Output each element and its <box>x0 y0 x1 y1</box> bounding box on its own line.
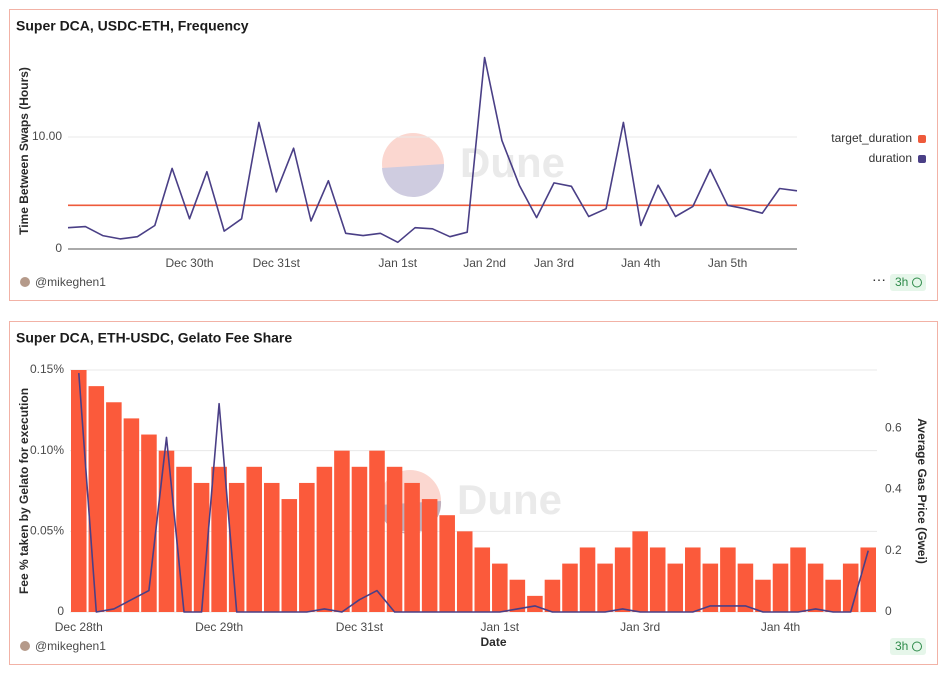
menu-icon[interactable]: ⋯ <box>872 272 886 288</box>
watermark: Dune <box>382 133 565 198</box>
bar <box>597 563 613 612</box>
y-tick-label: 0 <box>55 241 62 255</box>
line-series <box>67 56 798 244</box>
bar <box>527 595 543 612</box>
bar <box>825 579 841 612</box>
y2-tick-label: 0.2 <box>885 543 902 557</box>
age: 3h <box>895 639 908 653</box>
x-tick-label: Dec 29th <box>195 620 243 634</box>
bar <box>299 482 315 612</box>
x-tick-label: Jan 3rd <box>620 620 660 634</box>
watermark-text: Dune <box>460 139 565 186</box>
y-tick-label: 10.00 <box>32 129 62 143</box>
bar <box>193 482 210 612</box>
x-tick-label: Jan 3rd <box>534 256 574 270</box>
chart-title: Super DCA, USDC-ETH, Frequency <box>16 18 249 34</box>
bar <box>263 482 280 612</box>
x-tick-label: Dec 28th <box>55 620 103 634</box>
x-tick-label: Jan 1st <box>480 620 519 634</box>
bar <box>456 531 473 612</box>
y2-tick-label: 0.4 <box>885 482 902 496</box>
author[interactable]: @mikeghen1 <box>35 275 106 289</box>
bar <box>369 450 385 612</box>
bar <box>176 466 192 612</box>
bar <box>860 547 876 612</box>
bar <box>141 434 157 612</box>
y-tick-label: 0 <box>57 604 64 618</box>
x-tick-label: Jan 4th <box>621 256 660 270</box>
bar <box>492 563 508 612</box>
legend-swatch <box>918 135 926 143</box>
bar <box>246 466 262 612</box>
chart-title: Super DCA, ETH-USDC, Gelato Fee Share <box>16 330 292 346</box>
bar <box>123 418 140 612</box>
bar <box>632 531 648 612</box>
bar <box>579 547 596 612</box>
y2-tick-label: 0.6 <box>885 420 902 434</box>
line-series <box>78 373 869 613</box>
x-axis-label: Date <box>480 635 506 649</box>
bar <box>720 547 736 612</box>
bar <box>807 563 824 612</box>
y-tick-label: 0.15% <box>30 362 64 376</box>
bar <box>685 547 701 612</box>
bar <box>316 466 333 612</box>
avatar <box>20 641 30 651</box>
bar <box>421 499 438 612</box>
y-axis-label: Fee % taken by Gelato for execution <box>17 388 31 594</box>
bar <box>211 466 227 612</box>
bar <box>562 563 578 612</box>
bar <box>702 563 719 612</box>
author[interactable]: @mikeghen1 <box>35 639 106 653</box>
x-tick-label: Jan 1st <box>378 256 417 270</box>
bar <box>737 563 754 612</box>
bar <box>667 563 684 612</box>
x-tick-label: Dec 30th <box>165 256 213 270</box>
bar <box>228 482 245 612</box>
bar <box>404 482 420 612</box>
card <box>9 9 938 301</box>
bar <box>790 547 806 612</box>
legend-swatch <box>918 155 926 163</box>
bar <box>509 579 526 612</box>
bar <box>386 466 403 612</box>
bar <box>334 450 350 612</box>
x-tick-label: Jan 2nd <box>463 256 506 270</box>
watermark-text: Dune <box>457 476 562 523</box>
bar <box>614 547 631 612</box>
check-icon <box>912 641 922 652</box>
y2-tick-label: 0 <box>885 604 892 618</box>
age: 3h <box>895 275 908 289</box>
bar <box>71 370 87 612</box>
y-tick-label: 0.05% <box>30 524 64 538</box>
bar <box>772 563 789 612</box>
bar <box>544 579 561 612</box>
bar <box>351 466 368 612</box>
x-tick-label: Jan 4th <box>761 620 800 634</box>
legend-label: target_duration <box>831 131 912 145</box>
bar <box>474 547 491 612</box>
bar <box>842 563 859 612</box>
legend-label: duration <box>869 151 912 165</box>
bar <box>649 547 666 612</box>
check-icon <box>912 277 922 288</box>
y-tick-label: 0.10% <box>30 443 64 457</box>
x-tick-label: Dec 31st <box>336 620 384 634</box>
y2-axis-label: Average Gas Price (Gwei) <box>915 418 929 564</box>
bar <box>281 499 298 612</box>
y-axis-label: Time Between Swaps (Hours) <box>17 67 31 235</box>
bar <box>439 515 455 612</box>
bar <box>755 579 771 612</box>
x-tick-label: Jan 5th <box>708 256 747 270</box>
bar <box>106 402 122 612</box>
bar <box>88 386 105 612</box>
x-tick-label: Dec 31st <box>253 256 301 270</box>
avatar <box>20 277 30 287</box>
bar <box>158 450 175 612</box>
